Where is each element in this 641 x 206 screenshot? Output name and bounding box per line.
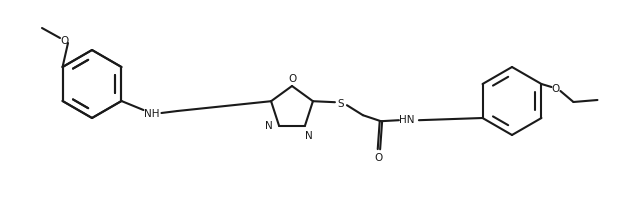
Text: O: O bbox=[551, 84, 560, 94]
Text: O: O bbox=[289, 74, 297, 84]
Text: NH: NH bbox=[144, 109, 159, 118]
Text: S: S bbox=[338, 99, 344, 109]
Text: N: N bbox=[305, 130, 313, 140]
Text: HN: HN bbox=[399, 115, 415, 125]
Text: O: O bbox=[375, 152, 383, 162]
Text: N: N bbox=[265, 120, 273, 130]
Text: O: O bbox=[60, 36, 68, 46]
